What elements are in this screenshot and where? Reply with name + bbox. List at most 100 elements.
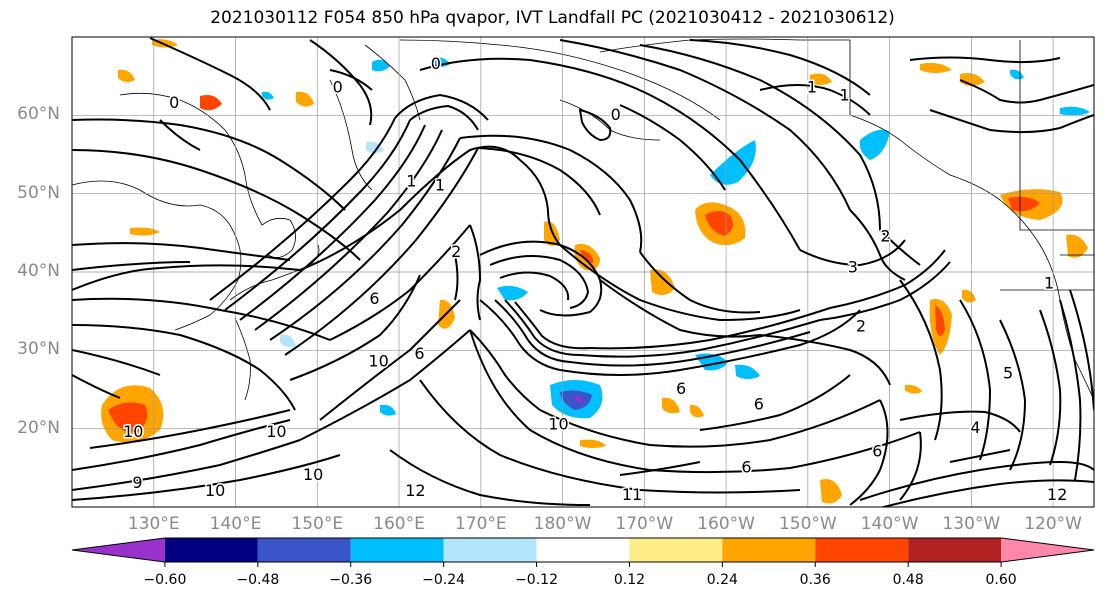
anomaly-patch xyxy=(690,404,704,418)
colorbar-tick-label: 0.24 xyxy=(706,572,738,588)
lon-label: 160°W xyxy=(697,514,755,534)
anomaly-patch xyxy=(296,91,314,107)
anomaly-patch xyxy=(380,404,396,416)
colorbar-segment xyxy=(443,538,537,562)
lat-label: 50°N xyxy=(17,182,60,203)
contour-label: 9 xyxy=(132,473,142,492)
anomaly-patch xyxy=(920,62,952,73)
lat-label: 40°N xyxy=(17,261,60,281)
contour-label: 11 xyxy=(622,485,642,504)
anomaly-patch xyxy=(820,479,842,504)
contour-label: 1 xyxy=(1044,273,1054,292)
colorbar-segment xyxy=(629,538,723,562)
anomaly-patch xyxy=(710,140,756,185)
contour-label: 2 xyxy=(880,226,890,245)
anomaly-patch xyxy=(859,129,890,160)
lon-label: 130°W xyxy=(942,514,1001,534)
colorbar-segment xyxy=(908,538,1002,562)
contour-label: 3 xyxy=(848,258,858,277)
anomaly-patch xyxy=(962,289,976,303)
anomaly-patch xyxy=(118,69,135,83)
contour-label: 6 xyxy=(414,344,424,363)
anomaly-patch xyxy=(580,250,594,263)
contour-label: 0 xyxy=(169,93,179,112)
plot-title: 2021030112 F054 850 hPa qvapor, IVT Land… xyxy=(210,8,895,28)
anomaly-patch xyxy=(560,390,592,410)
contour-label: 6 xyxy=(369,289,379,308)
contour-label: 6 xyxy=(676,379,686,398)
colorbar-tick-label: 0.12 xyxy=(613,572,646,588)
anomaly-patch xyxy=(935,305,945,336)
contour-label: 1 xyxy=(435,175,445,194)
colorbar-segment xyxy=(257,538,351,562)
contour-label: 10 xyxy=(123,422,143,441)
anomaly-patch xyxy=(1008,196,1040,212)
lat-label: 60°N xyxy=(17,104,60,125)
anomaly-patch xyxy=(372,59,390,72)
colorbar-tick-label: −0.12 xyxy=(515,572,558,588)
colorbar-segment xyxy=(815,538,909,562)
anomaly-patch xyxy=(366,141,384,153)
contour-label: 10 xyxy=(548,414,568,433)
lon-label: 150°W xyxy=(778,514,837,534)
lon-label: 150°E xyxy=(291,514,344,534)
graticule xyxy=(72,37,1094,507)
anomaly-patch xyxy=(650,269,675,296)
colorbar-tick-label: 0.36 xyxy=(799,572,831,588)
lon-label: 180°W xyxy=(533,514,592,534)
anomaly-patch xyxy=(662,397,680,414)
lon-label: 120°W xyxy=(1024,514,1082,534)
lon-label: 140°E xyxy=(209,514,262,534)
colorbar-tick-label: −0.48 xyxy=(236,572,280,588)
anomaly-patch xyxy=(262,91,274,100)
contour-label: 1 xyxy=(807,77,817,96)
contour-label: 12 xyxy=(1047,485,1067,504)
anomaly-patch xyxy=(574,396,584,403)
lon-label: 140°W xyxy=(860,514,919,534)
contour-label: 2 xyxy=(451,242,461,261)
lon-label: 130°E xyxy=(127,514,180,534)
contour-label: 0 xyxy=(611,105,621,124)
colorbar-tick-label: −0.36 xyxy=(329,572,373,588)
lon-label: 170°E xyxy=(454,514,507,534)
anomaly-patch xyxy=(280,334,296,348)
contour-label: 4 xyxy=(970,418,980,437)
contour-label: 6 xyxy=(872,442,882,461)
qvapor-shading xyxy=(101,39,1090,504)
colorbar-tick-label: 0.60 xyxy=(985,572,1017,588)
contour-label: 10 xyxy=(303,465,323,484)
contour-label: 10 xyxy=(266,422,286,441)
colorbar-segment xyxy=(536,538,630,562)
colorbar-segment xyxy=(722,538,816,562)
colorbar-tick-label: −0.60 xyxy=(143,572,187,588)
contour-label: 12 xyxy=(405,481,425,500)
anomaly-patch xyxy=(497,285,528,301)
anomaly-patch xyxy=(580,439,606,448)
colorbar-tick-label: 0.48 xyxy=(892,572,924,588)
lon-label: 160°E xyxy=(373,514,425,534)
colorbar-segment xyxy=(1001,538,1094,562)
ivt-contours xyxy=(72,37,1094,507)
anomaly-patch xyxy=(108,402,148,433)
colorbar-tick-label: −0.24 xyxy=(422,572,466,588)
contour-label: 2 xyxy=(856,316,866,335)
anomaly-patch xyxy=(905,384,922,394)
contour-label: 6 xyxy=(741,457,751,476)
contour-label: 10 xyxy=(368,352,388,371)
anomaly-patch xyxy=(130,227,160,236)
contour-label: 1 xyxy=(840,85,850,104)
anomaly-patch xyxy=(1060,106,1090,116)
colorbar-segment xyxy=(72,538,165,562)
contour-label: 0 xyxy=(333,77,343,96)
lat-label: 20°N xyxy=(17,417,60,438)
contour-label: 1 xyxy=(406,171,416,190)
anomaly-patch xyxy=(735,364,760,379)
contour-label: 0 xyxy=(431,54,441,73)
lon-label: 170°W xyxy=(615,514,674,534)
map-frame xyxy=(71,36,1095,508)
anomaly-patch xyxy=(200,95,222,111)
contour-label: 5 xyxy=(1003,363,1013,382)
